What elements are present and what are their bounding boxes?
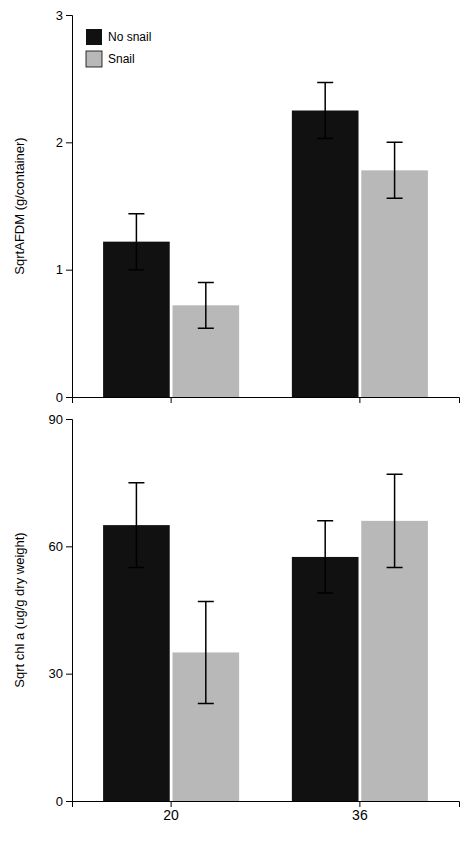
tick-label: 3 bbox=[56, 8, 63, 23]
legend-label: No snail bbox=[108, 30, 151, 44]
plot-area bbox=[103, 474, 428, 801]
y-tick: 30 bbox=[49, 666, 72, 681]
bar bbox=[361, 170, 428, 397]
y-tick: 1 bbox=[56, 262, 72, 277]
tick-label: 1 bbox=[56, 262, 63, 277]
y-tick: 0 bbox=[56, 390, 72, 405]
tick-mark bbox=[171, 397, 172, 403]
error-bar bbox=[317, 521, 333, 593]
axis-line bbox=[66, 420, 73, 802]
x-tick: 20 bbox=[163, 801, 179, 823]
axis-line bbox=[66, 16, 73, 398]
error-bar bbox=[198, 282, 214, 328]
plot-area bbox=[103, 82, 428, 397]
tick-mark bbox=[66, 270, 72, 271]
x-axis bbox=[73, 397, 460, 403]
tick-mark bbox=[66, 142, 72, 143]
chart-root: 0123SqrtAFDM (g/container)No snailSnail0… bbox=[0, 0, 474, 846]
error-bar bbox=[128, 483, 144, 568]
error-bar bbox=[198, 602, 214, 704]
error-bar bbox=[128, 214, 144, 270]
tick-label: 0 bbox=[56, 794, 63, 809]
legend-item: Snail bbox=[86, 51, 135, 67]
legend-item: No snail bbox=[86, 29, 151, 45]
y-tick: 2 bbox=[56, 135, 72, 150]
panel: 0 1 2 3 SqrtAFDM (g/container) No snail Snail bbox=[12, 8, 460, 405]
axis-title: SqrtAFDM (g/container) bbox=[12, 137, 27, 274]
legend-swatch bbox=[86, 29, 102, 45]
y-tick: 60 bbox=[49, 539, 72, 554]
error-bar bbox=[317, 82, 333, 138]
x-axis: 2036 bbox=[73, 801, 460, 823]
y-axis: 0 30 60 90 bbox=[49, 412, 73, 809]
x-tick bbox=[171, 397, 172, 403]
y-tick: 3 bbox=[56, 8, 72, 23]
legend: No snail Snail bbox=[78, 21, 159, 75]
tick-mark bbox=[66, 801, 72, 802]
tick-label: 90 bbox=[49, 412, 63, 427]
tick-mark bbox=[66, 397, 72, 398]
tick-mark bbox=[66, 674, 72, 675]
legend-background bbox=[78, 21, 159, 75]
legend-swatch bbox=[86, 51, 102, 67]
tick-label: 36 bbox=[352, 807, 368, 823]
x-tick bbox=[359, 397, 360, 403]
error-bar bbox=[387, 142, 403, 198]
axis-line bbox=[73, 398, 460, 404]
tick-label: 2 bbox=[56, 135, 63, 150]
tick-mark bbox=[359, 397, 360, 403]
tick-mark bbox=[66, 419, 72, 420]
y-tick: 0 bbox=[56, 794, 72, 809]
y-axis: 0 1 2 3 bbox=[56, 8, 73, 405]
x-tick: 36 bbox=[352, 801, 368, 823]
tick-mark bbox=[66, 546, 72, 547]
axis-title: Sqrt chl a (ug/g dry weight) bbox=[12, 532, 27, 687]
tick-label: 0 bbox=[56, 390, 63, 405]
tick-mark bbox=[66, 15, 72, 16]
panel: 03060902036Sqrt chl a (ug/g dry weight) bbox=[12, 412, 460, 823]
tick-label: 30 bbox=[49, 666, 63, 681]
axis-line bbox=[73, 802, 460, 808]
legend-label: Snail bbox=[108, 52, 135, 66]
bar bbox=[292, 111, 359, 398]
tick-label: 60 bbox=[49, 539, 63, 554]
y-tick: 90 bbox=[49, 412, 72, 427]
error-bar bbox=[387, 474, 403, 567]
tick-label: 20 bbox=[163, 807, 179, 823]
